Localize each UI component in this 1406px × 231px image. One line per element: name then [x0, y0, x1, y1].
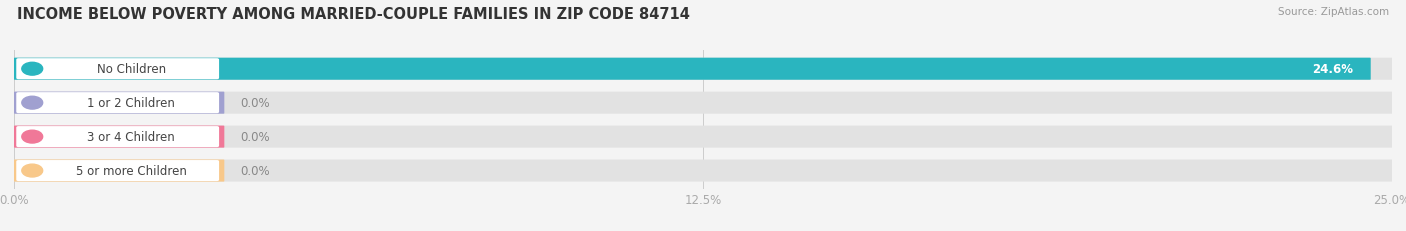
Text: 5 or more Children: 5 or more Children	[76, 164, 187, 177]
FancyBboxPatch shape	[13, 58, 1371, 80]
Text: 1 or 2 Children: 1 or 2 Children	[87, 97, 176, 110]
Text: Source: ZipAtlas.com: Source: ZipAtlas.com	[1278, 7, 1389, 17]
FancyBboxPatch shape	[13, 126, 225, 148]
Circle shape	[22, 97, 42, 109]
FancyBboxPatch shape	[17, 127, 219, 148]
Text: 3 or 4 Children: 3 or 4 Children	[87, 131, 174, 143]
Text: INCOME BELOW POVERTY AMONG MARRIED-COUPLE FAMILIES IN ZIP CODE 84714: INCOME BELOW POVERTY AMONG MARRIED-COUPL…	[17, 7, 690, 22]
FancyBboxPatch shape	[13, 126, 1393, 148]
Text: No Children: No Children	[97, 63, 166, 76]
Text: 24.6%: 24.6%	[1312, 63, 1354, 76]
Text: 0.0%: 0.0%	[240, 131, 270, 143]
Text: 0.0%: 0.0%	[240, 97, 270, 110]
Text: 0.0%: 0.0%	[240, 164, 270, 177]
Circle shape	[22, 63, 42, 76]
FancyBboxPatch shape	[17, 93, 219, 114]
Circle shape	[22, 164, 42, 177]
FancyBboxPatch shape	[17, 59, 219, 80]
FancyBboxPatch shape	[13, 160, 1393, 182]
FancyBboxPatch shape	[13, 160, 225, 182]
FancyBboxPatch shape	[13, 58, 1393, 80]
Circle shape	[22, 131, 42, 143]
FancyBboxPatch shape	[17, 160, 219, 181]
FancyBboxPatch shape	[13, 92, 1393, 114]
FancyBboxPatch shape	[13, 92, 225, 114]
